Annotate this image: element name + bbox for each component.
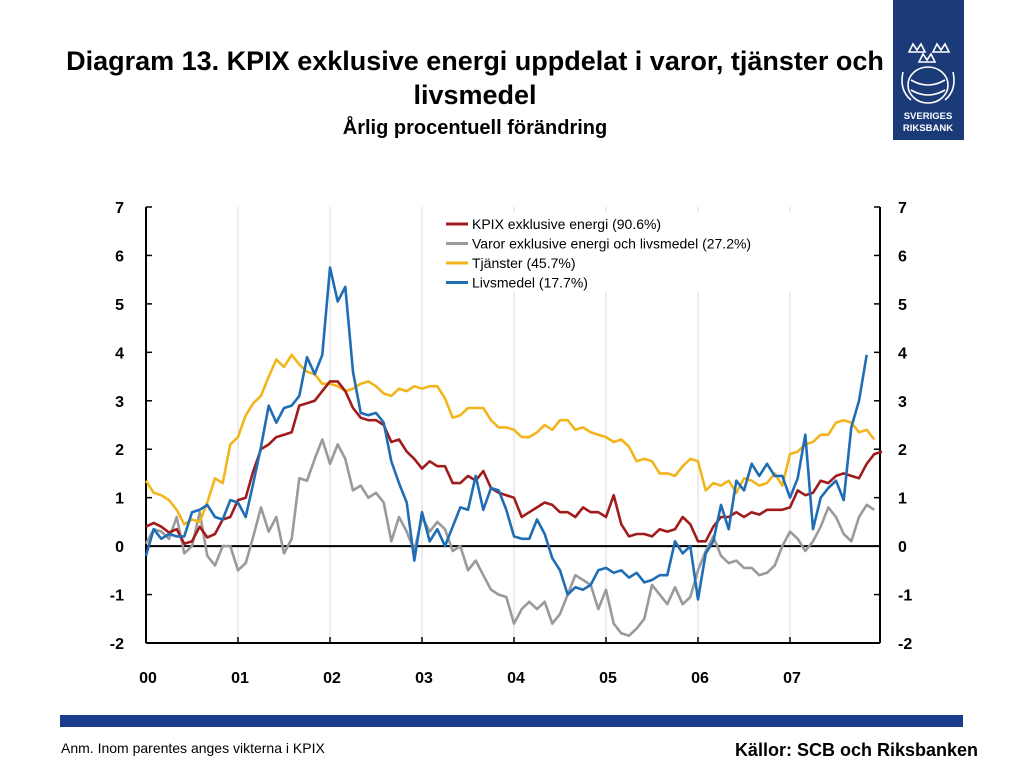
y-tick-label-right: 5 <box>898 297 907 314</box>
series-line <box>145 380 883 546</box>
x-tick-label: 06 <box>691 670 709 687</box>
y-tick-label-right: 4 <box>898 345 907 362</box>
x-tick-label: 03 <box>415 670 433 687</box>
y-tick-label-right: 2 <box>898 442 907 459</box>
x-tick-label: 01 <box>231 670 249 687</box>
x-tick-label: 04 <box>507 670 525 687</box>
legend-label: Tjänster (45.7%) <box>472 255 575 271</box>
y-tick-label-left: 1 <box>115 491 124 508</box>
series-line <box>144 438 876 638</box>
y-tick-label-right: -2 <box>898 636 912 653</box>
y-tick-label-right: 7 <box>898 200 907 217</box>
y-tick-label-left: 3 <box>115 394 124 411</box>
chart-area: -2 -2 -1 -1 0 0 1 1 2 2 3 3 4 4 5 5 6 6 7 7 00 01 02 03 04 05 06 07… <box>110 200 913 687</box>
y-tick-label-right: 0 <box>898 539 907 556</box>
footer-bar <box>60 715 963 727</box>
line-chart: -2 -2-1 -10 01 12 23 34 45 56 67 700 01 02 03 04 05 06 07… <box>110 200 913 687</box>
y-tick-label-left: -2 <box>110 636 124 653</box>
x-tick-label: 07 <box>783 670 801 687</box>
chart-title: Diagram 13. KPIX exklusive energi uppdel… <box>66 46 884 110</box>
series-line <box>144 353 876 526</box>
title-block: Diagram 13. KPIX exklusive energi uppdel… <box>40 44 910 142</box>
legend-label: Livsmedel (17.7%) <box>472 275 588 291</box>
x-tick-label: 02 <box>323 670 341 687</box>
y-tick-label-right: -1 <box>898 588 912 605</box>
series-line <box>144 266 868 601</box>
legend-label: Varor exklusive energi och livsmedel (27… <box>472 236 751 252</box>
sources: Källor: SCB och Riksbanken <box>734 740 978 760</box>
y-tick-label-right: 1 <box>898 491 907 508</box>
y-tick-label-left: 6 <box>115 248 124 265</box>
riksbank-crest-icon: SVERIGES RIKSBANK <box>901 42 955 134</box>
legend-label: KPIX exklusive energi (90.6%) <box>472 216 661 232</box>
footnote: Anm. Inom parentes anges vikterna i KPIX <box>61 740 325 756</box>
y-tick-label-left: 0 <box>115 539 124 556</box>
logo-line2: RIKSBANK <box>903 123 953 134</box>
chart-subtitle: Årlig procentuell förändring <box>342 117 608 139</box>
x-tick-label: 05 <box>599 670 617 687</box>
riksbank-logo: SVERIGES RIKSBANK <box>893 0 964 140</box>
x-tick-label: 00 <box>139 670 157 687</box>
logo-line1: SVERIGES <box>904 111 953 122</box>
y-tick-label-left: 5 <box>115 297 124 314</box>
legend-background <box>438 212 874 292</box>
y-tick-label-left: -1 <box>110 588 124 605</box>
y-tick-label-left: 7 <box>115 200 124 217</box>
y-tick-label-left: 2 <box>115 442 124 459</box>
y-tick-label-left: 4 <box>115 345 124 362</box>
y-tick-label-right: 3 <box>898 394 907 411</box>
y-tick-label-right: 6 <box>898 248 907 265</box>
